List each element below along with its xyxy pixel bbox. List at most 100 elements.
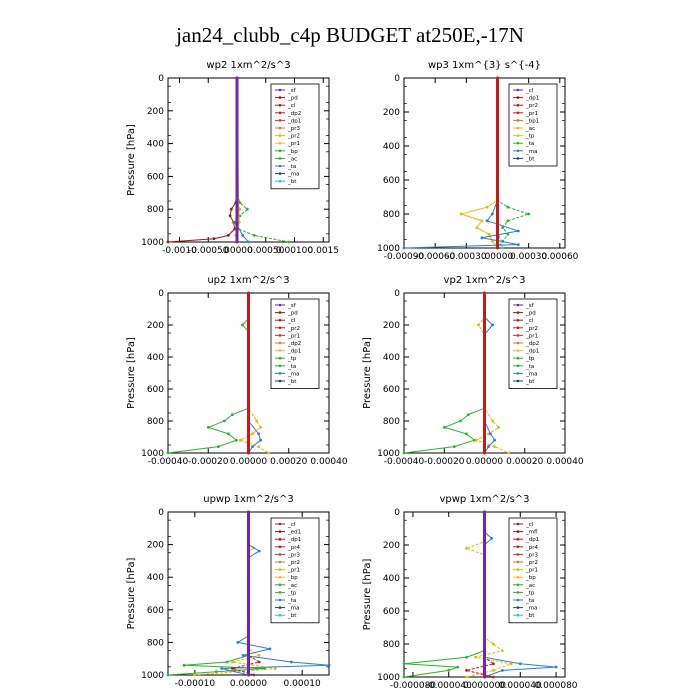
zero-profile-point: [247, 411, 250, 415]
zero-profile-point: [247, 423, 250, 427]
zero-profile-point: [496, 76, 499, 80]
zero-profile-point: [483, 403, 486, 407]
zero-profile-point: [235, 195, 239, 199]
zero-profile-point: [247, 669, 250, 673]
legend-marker: [278, 88, 282, 92]
data-point: [447, 669, 451, 672]
y-tick-label: 800: [147, 205, 164, 215]
legend-marker: [278, 318, 282, 322]
zero-profile-point: [496, 204, 499, 207]
zero-profile-point: [247, 415, 250, 419]
zero-profile-point: [496, 174, 499, 178]
zero-profile-point: [483, 347, 486, 351]
zero-profile-point: [483, 535, 486, 539]
legend-entry: _ta: [287, 164, 296, 170]
zero-profile-point: [483, 568, 486, 572]
zero-profile-point: [247, 653, 250, 657]
legend-entry: _pr4: [525, 545, 539, 551]
zero-profile-point: [247, 403, 250, 407]
chart-panel-5: upwp 1xm^2/s^3 0 200 400 600 800 1000 -0.00010 0…: [126, 494, 331, 689]
x-tick-label: 0.00000: [230, 457, 267, 467]
data-point: [251, 445, 254, 448]
legend-entry: _bt: [525, 379, 535, 385]
zero-profile-point: [247, 620, 250, 624]
data-point: [490, 239, 494, 243]
legend-marker: [278, 575, 282, 579]
data-point: [267, 451, 270, 455]
x-tick-label: .00000: [482, 252, 514, 262]
zero-profile-point: [247, 291, 250, 295]
x-tick-label: -0.000040: [426, 681, 472, 691]
legend-marker: [516, 311, 520, 314]
data-point: [477, 323, 480, 327]
zero-profile-point: [483, 339, 486, 343]
data-point: [459, 212, 463, 216]
panel-title: vpwp 1xm^2/s^3: [439, 494, 529, 505]
zero-profile-point: [235, 203, 239, 207]
zero-profile-point: [483, 291, 486, 295]
y-tick-label: 200: [147, 321, 164, 331]
legend-marker: [278, 553, 282, 556]
x-tick-label: -0.0010: [162, 246, 197, 256]
zero-profile-point: [496, 93, 499, 97]
x-tick-label: 0.000080: [535, 681, 578, 691]
data-point: [465, 655, 468, 659]
data-point: [501, 226, 505, 230]
zero-profile-point: [483, 514, 486, 518]
x-tick-label: 0.00010: [284, 679, 321, 689]
legend-entry: _ed1: [287, 530, 301, 536]
zero-profile-point: [235, 224, 239, 228]
data-point: [485, 205, 489, 209]
legend-marker: [516, 119, 520, 122]
panel-title: upwp 1xm^2/s^3: [203, 494, 293, 505]
zero-profile-point: [496, 144, 499, 148]
legend-entry: _bt: [525, 156, 535, 162]
zero-profile-point: [247, 539, 250, 542]
legend-marker: [516, 149, 520, 153]
legend-marker: [516, 522, 520, 526]
data-point: [487, 445, 490, 448]
legend-entry: _ma: [287, 172, 299, 178]
zero-profile-point: [483, 659, 486, 662]
data-point: [492, 669, 495, 672]
data-point: [239, 438, 242, 442]
data-point: [216, 445, 220, 448]
y-axis-label: Pressure [hPa]: [126, 124, 137, 196]
zero-profile-point: [483, 367, 486, 371]
legend-entry: _bt: [287, 613, 297, 619]
data-point: [487, 233, 491, 236]
legend-marker: [516, 157, 520, 160]
legend-marker: [278, 537, 282, 541]
zero-profile-point: [483, 580, 486, 584]
legend-marker: [516, 560, 520, 564]
legend-entry: _dp1: [287, 349, 301, 355]
zero-profile-point: [235, 146, 239, 150]
zero-profile-point: [483, 411, 486, 415]
data-point: [182, 663, 186, 667]
zero-profile-point: [247, 530, 250, 534]
legend-entry: _pr3: [287, 552, 301, 558]
zero-profile-point: [235, 240, 239, 244]
legend-entry: _pr2: [287, 560, 300, 566]
zero-profile-point: [496, 170, 499, 173]
data-point: [273, 667, 277, 670]
zero-profile-point: [247, 640, 250, 644]
data-point: [237, 220, 241, 224]
zero-profile-point: [247, 624, 250, 628]
zero-profile-point: [483, 423, 486, 427]
zero-profile-point: [235, 232, 239, 236]
y-tick-label: 200: [147, 107, 164, 117]
zero-profile-point: [247, 335, 250, 339]
y-tick-label: 200: [383, 541, 400, 551]
zero-profile-point: [496, 119, 499, 122]
y-tick-label: 600: [147, 172, 164, 182]
legend-marker: [516, 141, 520, 145]
data-point: [442, 426, 446, 429]
zero-profile-point: [247, 547, 250, 551]
data-point: [247, 240, 250, 244]
legend-marker: [278, 598, 282, 602]
legend-marker: [516, 568, 520, 571]
zero-profile-point: [235, 76, 239, 80]
legend-entry: _ma: [525, 149, 537, 155]
zero-profile-point: [235, 154, 239, 158]
